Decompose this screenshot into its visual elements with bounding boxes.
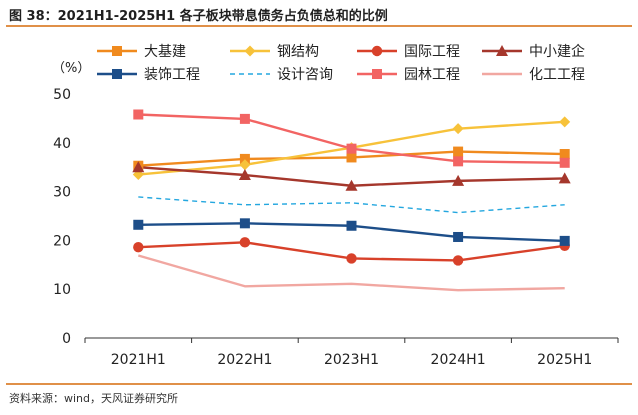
data-point	[453, 146, 464, 157]
y-tick-label: 30	[53, 185, 71, 201]
data-point	[239, 153, 250, 164]
data-point	[452, 255, 464, 266]
legend-label: 装饰工程	[144, 67, 200, 83]
data-point	[133, 109, 144, 120]
data-point	[559, 235, 570, 246]
data-point	[346, 220, 357, 231]
legend-label: 大基建	[144, 43, 186, 60]
source-note: 资料来源：wind，天风证券研究所	[9, 392, 179, 405]
data-point	[239, 159, 251, 171]
data-point	[346, 253, 357, 264]
legend-label: 钢结构	[277, 44, 319, 60]
y-tick-label: 0	[62, 331, 71, 347]
legend-label: 园林工程	[404, 67, 460, 83]
legend-marker	[372, 69, 382, 79]
data-point	[559, 116, 571, 128]
data-point	[133, 219, 144, 230]
legend-marker	[371, 45, 383, 57]
data-point	[133, 242, 144, 253]
y-tick-label: 20	[53, 233, 71, 249]
x-tick-label: 2025H1	[537, 352, 592, 368]
legend-marker	[112, 46, 122, 56]
data-point	[453, 156, 464, 167]
y-tick-label: 40	[53, 136, 71, 152]
x-tick-label: 2022H1	[217, 352, 272, 368]
x-tick-label: 2024H1	[431, 352, 486, 368]
y-axis-unit-label: （%）	[52, 61, 90, 76]
y-tick-label: 50	[53, 87, 71, 103]
data-point	[239, 237, 251, 248]
data-point	[345, 179, 358, 191]
title-divider	[6, 25, 632, 27]
legend-marker	[244, 45, 256, 57]
legend-label: 设计咨询	[277, 67, 333, 83]
y-tick-label: 10	[53, 282, 71, 298]
x-tick-label: 2021H1	[111, 352, 166, 368]
series-line	[137, 254, 565, 292]
footer-divider	[6, 383, 632, 385]
data-point	[238, 169, 251, 181]
data-point	[559, 149, 570, 160]
data-point	[132, 161, 145, 173]
data-point	[239, 218, 250, 229]
data-point	[453, 231, 464, 242]
legend-label: 国际工程	[404, 44, 460, 60]
data-point	[452, 123, 464, 135]
legend-marker	[496, 45, 508, 56]
legend-marker	[112, 69, 122, 79]
series-line	[138, 196, 565, 214]
data-point	[558, 172, 571, 184]
chart-title: 图 38：2021H1-2025H1 各子板块带息债务占负债总和的比例	[9, 9, 388, 24]
data-point	[239, 113, 250, 124]
x-tick-label: 2023H1	[324, 352, 379, 368]
data-point	[452, 174, 465, 186]
data-point	[346, 152, 357, 163]
data-point	[559, 157, 570, 168]
legend-label: 中小建企	[529, 43, 585, 60]
data-point	[346, 143, 357, 154]
legend-label: 化工工程	[529, 67, 585, 83]
